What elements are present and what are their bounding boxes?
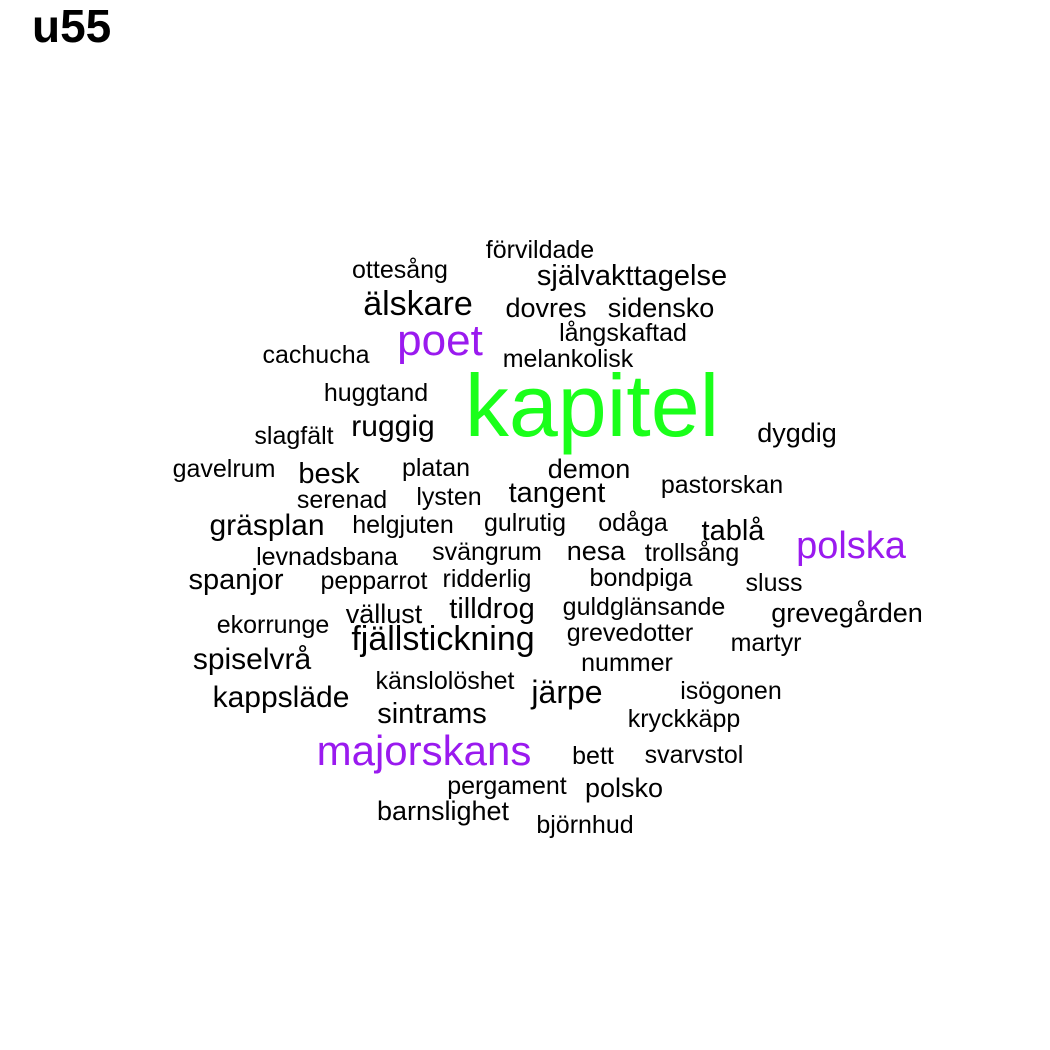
word-ekorrunge: ekorrunge [217,611,330,639]
word-cachucha: cachucha [262,341,369,369]
word-nesa: nesa [567,536,627,566]
word-serenad: serenad [297,486,387,514]
word-älskare: älskare [363,285,473,323]
word-spanjor: spanjor [188,564,283,596]
word-huggtand: huggtand [324,379,428,407]
word-nummer: nummer [581,649,673,677]
word-polska: polska [796,525,907,567]
word-besk: besk [298,458,360,490]
word-gavelrum: gavelrum [173,455,276,483]
word-polsko: polsko [585,773,663,803]
word-sintrams: sintrams [377,698,487,730]
word-björnhud: björnhud [536,811,633,839]
word-självakttagelse: självakttagelse [537,260,727,292]
word-ruggig: ruggig [351,410,434,443]
word-bondpiga: bondpiga [590,564,693,592]
word-guldglänsande: guldglänsande [563,593,726,621]
word-svängrum: svängrum [432,538,542,566]
word-dovres: dovres [505,293,586,323]
word-vällust: vällust [346,599,423,629]
word-kryckkäpp: kryckkäpp [628,705,741,733]
word-pepparrot: pepparrot [320,567,427,595]
word-demon: demon [548,454,631,484]
word-isögonen: isögonen [680,677,781,705]
word-kappsläde: kappsläde [213,681,350,714]
word-ridderlig: ridderlig [443,565,532,593]
word-tablå: tablå [702,515,766,547]
word-känslolöshet: känslolöshet [376,667,515,695]
word-långskaftad: långskaftad [559,319,687,347]
word-tilldrog: tilldrog [449,593,534,625]
word-kapitel: kapitel [465,356,719,455]
word-melankolisk: melankolisk [503,345,634,373]
word-gräsplan: gräsplan [209,509,324,542]
word-grevedotter: grevedotter [567,619,693,647]
word-pergament: pergament [447,772,567,800]
word-sluss: sluss [746,569,803,597]
word-pastorskan: pastorskan [661,471,783,499]
word-spiselvrå: spiselvrå [193,643,312,676]
word-trollsång: trollsång [645,539,740,567]
chart-title: u55 [32,0,112,52]
word-dygdig: dygdig [757,418,837,448]
word-ottesång: ottesång [352,256,448,284]
word-gulrutig: gulrutig [484,509,566,537]
word-martyr: martyr [731,629,802,657]
word-platan: platan [402,454,470,482]
word-slagfält: slagfält [254,422,333,450]
word-poet: poet [397,316,483,365]
word-bett: bett [572,742,614,770]
word-förvildade: förvildade [486,236,594,264]
word-sidensko: sidensko [608,293,715,323]
word-odåga: odåga [598,509,668,537]
word-levnadsbana: levnadsbana [256,543,398,571]
word-helgjuten: helgjuten [352,511,453,539]
word-barnslighet: barnslighet [377,796,510,826]
word-svarvstol: svarvstol [645,741,744,769]
word-fjällstickning: fjällstickning [351,620,534,658]
word-tangent: tangent [509,477,606,509]
word-majorskans: majorskans [317,727,532,774]
word-lysten: lysten [416,483,481,511]
word-järpe: järpe [530,674,602,710]
word-grevegården: grevegården [771,598,923,628]
